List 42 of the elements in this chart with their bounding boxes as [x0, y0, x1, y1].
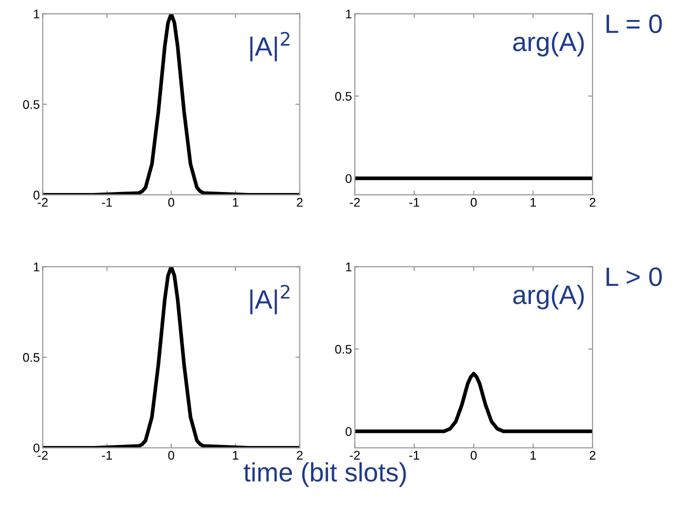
x-tick-label: 0 — [470, 198, 477, 207]
x-axis-title: time (bit slots) — [244, 462, 406, 487]
x-tick-label: 2 — [590, 450, 596, 460]
x-tick-label: -1 — [409, 198, 420, 207]
x-tick-label: -1 — [102, 198, 112, 207]
y-tick-label: 0.5 — [335, 344, 352, 354]
y-tick-label: 0.5 — [335, 92, 352, 101]
x-tick-label: -2 — [38, 450, 48, 460]
x-tick-label: -1 — [102, 451, 112, 460]
y-tick-label: 0 — [346, 174, 352, 184]
x-tick-label: -1 — [409, 451, 420, 460]
line-series — [42, 266, 300, 448]
annotation: arg(A) — [513, 284, 584, 310]
y-tick-label: 0 — [346, 427, 352, 436]
text: L = 0 — [606, 14, 662, 34]
x-tick-label: -2 — [38, 198, 48, 207]
annotation: |A|$^{2}$ — [250, 284, 290, 314]
text: L > 0 — [606, 267, 662, 286]
x-tick-label: 2 — [296, 198, 303, 207]
x-tick-label: 1 — [232, 198, 238, 207]
x-tick-label: -2 — [350, 450, 360, 460]
x-tick-label: -2 — [350, 198, 360, 207]
line-series — [354, 372, 593, 434]
y-tick-label: 1 — [346, 10, 352, 18]
x-tick-label: 1 — [530, 451, 536, 460]
line-series — [42, 14, 300, 195]
x-tick-label: 0 — [168, 198, 174, 207]
x-tick-label: 0 — [168, 450, 174, 460]
y-tick-label: 1 — [346, 262, 352, 272]
y-tick-label: 0.5 — [23, 353, 40, 362]
y-tick-label: 0.5 — [23, 100, 40, 109]
y-tick-label: 0 — [33, 444, 40, 452]
annotation: arg(A) — [513, 32, 584, 56]
x-tick-label: 2 — [296, 450, 303, 460]
x-tick-label: 1 — [232, 451, 238, 460]
x-tick-label: 1 — [530, 198, 536, 207]
annotation: |A|$^{2}$ — [250, 32, 290, 62]
x-tick-label: 2 — [590, 198, 596, 207]
x-tick-label: 0 — [470, 450, 477, 460]
y-tick-label: 1 — [34, 262, 40, 272]
y-tick-label: 0 — [33, 190, 40, 200]
y-tick-label: 1 — [34, 10, 40, 18]
